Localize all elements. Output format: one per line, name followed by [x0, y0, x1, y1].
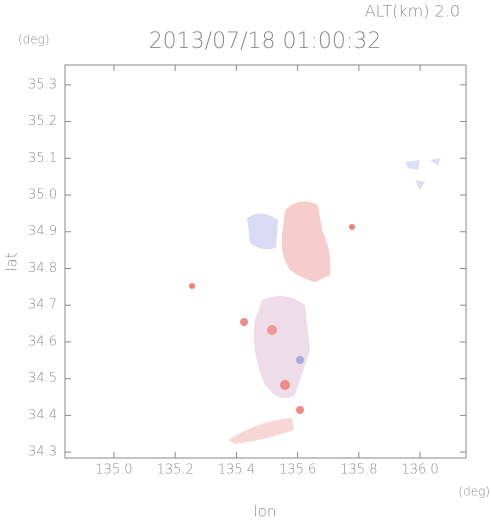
x-tick-label: 135.4 — [218, 463, 255, 478]
echo — [296, 356, 304, 364]
y-tick-label: 34.6 — [28, 334, 57, 349]
echo — [247, 213, 278, 250]
x-axis-label: lon — [254, 503, 277, 521]
x-unit: (deg) — [458, 485, 490, 499]
x-tick-label: 135.0 — [95, 463, 132, 478]
y-tick-label: 34.8 — [28, 261, 57, 276]
y-tick-label: 35.3 — [28, 77, 57, 92]
plot-frame — [64, 64, 467, 459]
y-tick-label: 34.7 — [28, 298, 57, 313]
y-tick-label: 35.2 — [28, 114, 57, 129]
y-unit: (deg) — [18, 33, 50, 47]
echoes — [189, 158, 440, 444]
y-axis-label: lat — [3, 252, 21, 271]
echo — [280, 380, 290, 390]
altitude-label: ALT(km) 2.0 — [365, 2, 460, 21]
echo — [405, 158, 440, 190]
x-tick-label: 136.0 — [401, 463, 438, 478]
y-tick-label: 34.4 — [28, 408, 57, 423]
y-tick-label: 34.9 — [28, 224, 57, 239]
chart-title: 2013/07/18 01:00:32 — [149, 29, 382, 54]
echo — [189, 283, 195, 289]
y-tick-label: 34.5 — [28, 371, 57, 386]
echo — [296, 406, 304, 414]
y-tick-label: 34.3 — [28, 445, 57, 460]
y-tick-label: 35.1 — [28, 151, 57, 166]
echo — [349, 224, 355, 230]
y-tick-label: 35.0 — [28, 188, 57, 203]
echo — [267, 325, 277, 335]
echo — [228, 418, 294, 444]
echo — [240, 318, 248, 326]
echo — [281, 201, 331, 282]
x-tick-label: 135.8 — [340, 463, 377, 478]
x-tick-label: 135.2 — [157, 463, 194, 478]
echo — [253, 296, 310, 399]
x-tick-label: 135.6 — [279, 463, 316, 478]
